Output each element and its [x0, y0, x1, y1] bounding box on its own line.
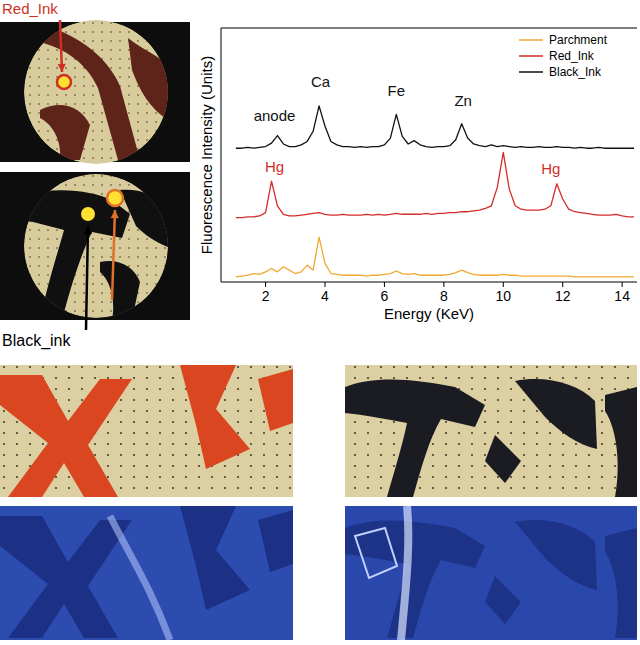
photo-bg — [345, 506, 637, 640]
x-axis-label: Energy (KeV) — [384, 305, 474, 322]
ink — [345, 379, 485, 497]
photo-bg — [0, 506, 293, 640]
x-tick — [503, 282, 504, 287]
photo — [20, 174, 178, 320]
photo — [0, 365, 293, 497]
series-group — [236, 106, 634, 277]
spectrum-chart: 2 4 6 8 10 12 14 Energy (KeV) Fluorescence Inten… — [198, 28, 637, 322]
sample-spot — [107, 190, 123, 206]
peak-annotation: Zn — [454, 92, 472, 109]
ink-group — [0, 506, 293, 640]
photo-label: Black_ink — [2, 332, 71, 350]
x-tick — [622, 282, 623, 287]
fragment — [355, 528, 397, 578]
x-tick-label: 12 — [555, 288, 571, 304]
x-tick — [562, 282, 563, 287]
photo — [345, 365, 637, 497]
spectrum-line — [236, 152, 634, 217]
x-tick — [325, 282, 326, 287]
ink — [30, 26, 140, 160]
photo-bg — [0, 365, 293, 497]
x-tick-label: 2 — [262, 288, 270, 304]
spectrum-line — [236, 106, 634, 148]
x-tick-label: 14 — [614, 288, 630, 304]
ink — [100, 261, 140, 320]
ink — [180, 365, 250, 469]
x-tick-label: 6 — [381, 288, 389, 304]
ink — [258, 510, 293, 572]
ink — [485, 576, 521, 624]
ink — [515, 379, 597, 449]
photo-frame — [0, 172, 190, 320]
photo-bg — [345, 365, 637, 497]
x-tick — [265, 282, 266, 287]
streak — [110, 516, 170, 640]
legend-swatch — [519, 55, 543, 57]
x-tick-label: 8 — [440, 288, 448, 304]
x-axis — [221, 282, 637, 283]
ink — [345, 520, 485, 638]
x-tick — [443, 282, 444, 287]
arrow-head — [111, 210, 119, 218]
legend-swatch — [519, 39, 543, 41]
peak-annotation: Hg — [265, 158, 284, 175]
arrow-head — [84, 226, 92, 234]
ink — [120, 190, 178, 250]
x-tick-label: 10 — [495, 288, 511, 304]
arrow-shaft — [112, 210, 115, 300]
ink — [485, 435, 521, 483]
ink — [128, 38, 176, 122]
ink-group — [345, 506, 637, 640]
ink-group — [0, 365, 293, 497]
ink — [605, 387, 637, 497]
photo — [24, 20, 176, 164]
peak-annotation: Ca — [311, 73, 331, 90]
peak-annotation: Fe — [388, 82, 406, 99]
figure: Red_Ink Black_ink 2 4 6 8 10 12 14 Energy (KeV) Fl… — [0, 0, 640, 645]
arrow-shaft — [86, 226, 88, 330]
ink — [40, 105, 90, 160]
y-axis — [221, 28, 222, 282]
ink — [180, 506, 250, 610]
sample-spot — [57, 75, 71, 89]
ink — [0, 516, 132, 638]
ink-group — [345, 379, 637, 497]
sample-spot — [81, 207, 95, 221]
peak-annotation: anode — [254, 107, 296, 124]
ink — [605, 528, 637, 638]
arrow-head — [58, 64, 66, 72]
spectrum-line — [236, 237, 634, 277]
ink — [258, 369, 293, 431]
y-axis-label: Fluorescence Intensity (Units) — [198, 56, 215, 254]
peak-annotation: Hg — [541, 160, 560, 177]
x-tick-label: 4 — [321, 288, 329, 304]
photo-label: Red_Ink — [2, 0, 58, 17]
legend-swatch — [519, 71, 543, 73]
photo — [0, 506, 293, 640]
legend-label: Black_Ink — [549, 65, 602, 79]
legend: Parchment Red_Ink Black_Ink — [519, 33, 608, 79]
x-tick — [384, 282, 385, 287]
legend-label: Red_Ink — [549, 49, 595, 63]
ink — [0, 375, 132, 497]
streak — [401, 506, 408, 640]
top-frame — [221, 28, 637, 29]
photo — [345, 506, 637, 640]
legend-label: Parchment — [549, 33, 608, 47]
ink — [515, 520, 597, 590]
